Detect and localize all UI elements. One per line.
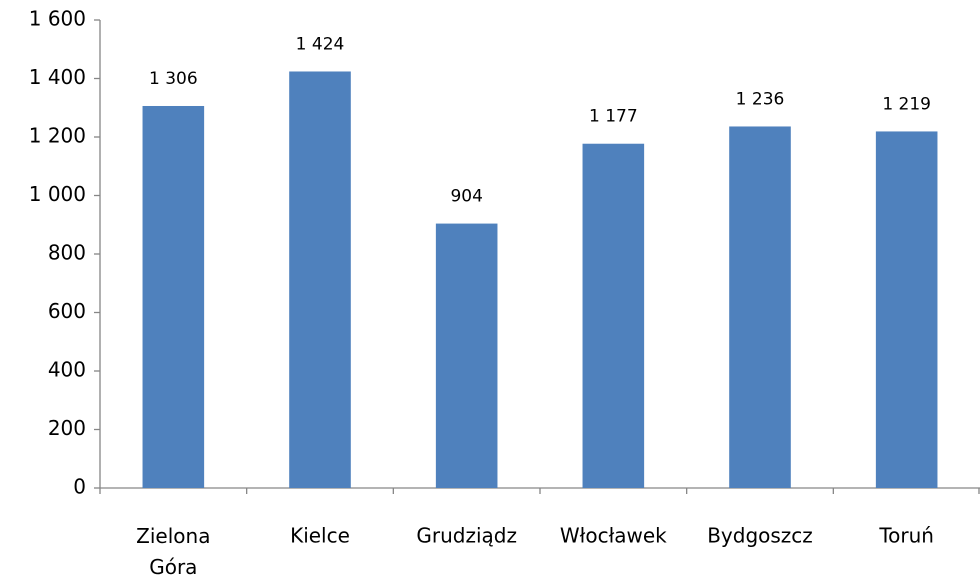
data-label: 1 219 — [882, 94, 931, 114]
bar — [582, 143, 645, 489]
x-tick-label: Bydgoszcz — [707, 524, 813, 548]
x-tick-label: Grudziądz — [416, 524, 517, 548]
x-tick-label: Włocławek — [560, 524, 667, 548]
x-tick-label: Toruń — [878, 524, 934, 548]
x-tick-label: Zielona Góra — [136, 524, 210, 579]
y-tick-label: 1 600 — [29, 7, 86, 31]
bar — [729, 126, 791, 488]
y-tick-label: 0 — [73, 475, 86, 499]
bar — [142, 105, 205, 489]
y-tick-label: 1 400 — [29, 65, 86, 89]
data-label: 904 — [450, 187, 482, 207]
y-tick-label: 400 — [48, 358, 86, 382]
y-tick-label: 800 — [48, 241, 86, 265]
y-tick-label: 1 000 — [29, 182, 86, 206]
y-tick-label: 600 — [48, 299, 86, 323]
data-label: 1 236 — [736, 89, 785, 109]
data-label: 1 177 — [589, 107, 638, 127]
x-tick-label: Kielce — [290, 524, 350, 548]
y-tick-label: 200 — [48, 416, 86, 440]
data-label: 1 424 — [296, 34, 345, 54]
bar — [289, 71, 351, 488]
bar — [435, 223, 498, 488]
data-label: 1 306 — [149, 69, 198, 89]
y-tick-label: 1 200 — [29, 124, 86, 148]
bar — [875, 131, 938, 488]
